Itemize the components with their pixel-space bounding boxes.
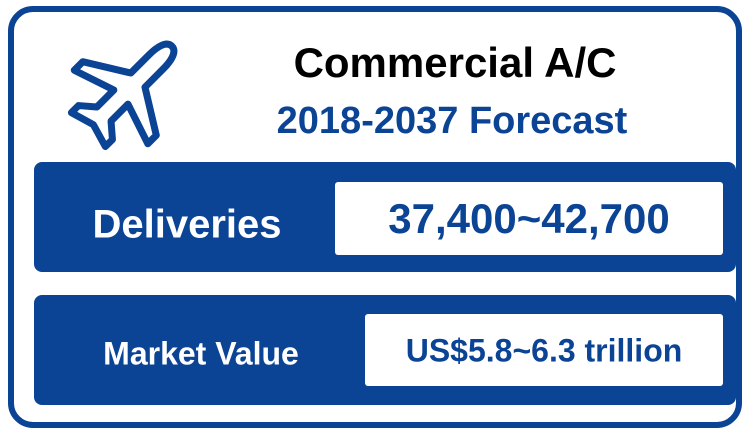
subtitle: 2018-2037 Forecast xyxy=(277,100,628,142)
row-value: 37,400~42,700 xyxy=(388,195,669,242)
value-box xyxy=(335,182,723,255)
row-label: Market Value xyxy=(103,335,299,371)
row-label: Deliveries xyxy=(92,203,281,247)
plane-icon xyxy=(67,40,178,151)
value-box xyxy=(365,314,723,386)
title: Commercial A/C xyxy=(294,39,617,86)
row-value: US$5.8~6.3 trillion xyxy=(406,332,683,368)
